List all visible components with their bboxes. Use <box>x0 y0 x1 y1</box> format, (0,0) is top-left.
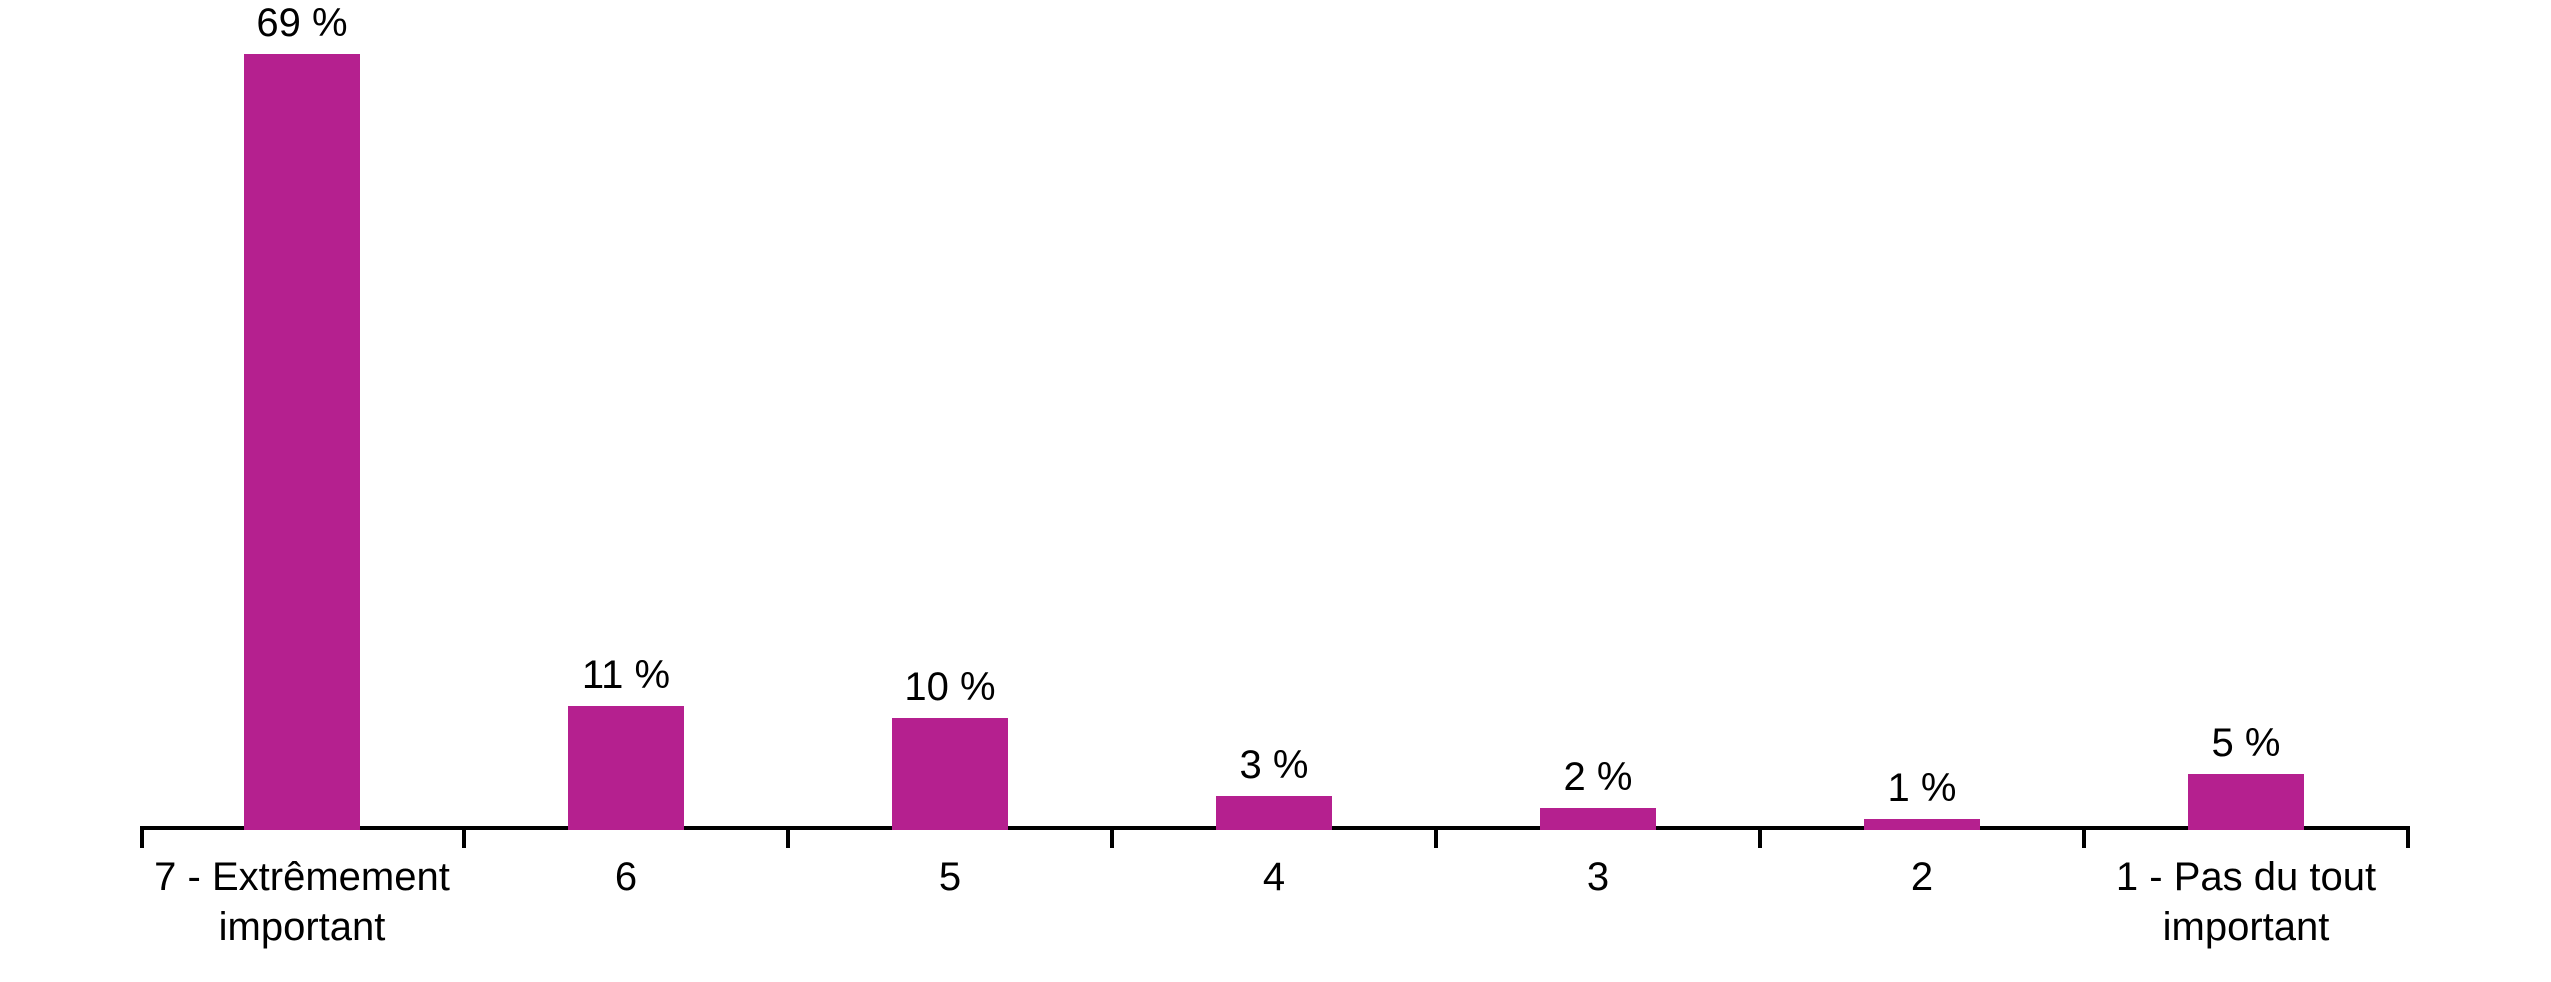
x-axis-label: 2 <box>1760 852 2084 902</box>
axis-tick-end <box>2406 830 2410 848</box>
x-axis-label: 5 <box>788 852 1112 902</box>
bar-value-label: 69 % <box>256 1 347 46</box>
x-axis-label-line1: 5 <box>788 852 1112 902</box>
bar-value-label: 10 % <box>904 665 995 710</box>
x-axis-label-line1: 4 <box>1112 852 1436 902</box>
axis-tick <box>1110 830 1114 848</box>
bar-group: 3 % <box>1112 743 1436 830</box>
bar-group: 11 % <box>464 653 788 830</box>
axis-tick <box>786 830 790 848</box>
x-axis-label-line1: 7 - Extrêmement <box>140 852 464 902</box>
x-axis-label: 7 - Extrêmementimportant <box>140 852 464 952</box>
bar <box>568 706 684 830</box>
plot-area: 69 %11 %10 %3 %2 %1 %5 % <box>140 20 2410 830</box>
bar-group: 1 % <box>1760 766 2084 830</box>
bar-value-label: 2 % <box>1564 755 1633 800</box>
axis-tick <box>2082 830 2086 848</box>
x-axis-label-line1: 2 <box>1760 852 2084 902</box>
x-axis-label: 1 - Pas du toutimportant <box>2084 852 2408 952</box>
bar <box>892 718 1008 831</box>
bar <box>1540 808 1656 831</box>
x-axis-label-line1: 1 - Pas du tout <box>2084 852 2408 902</box>
x-axis-label-line1: 6 <box>464 852 788 902</box>
axis-tick <box>462 830 466 848</box>
bar-group: 5 % <box>2084 721 2408 830</box>
x-axis-labels: 7 - Extrêmementimportant654321 - Pas du … <box>140 852 2410 982</box>
x-axis-label: 3 <box>1436 852 1760 902</box>
x-axis-label: 4 <box>1112 852 1436 902</box>
axis-tick <box>1434 830 1438 848</box>
bar <box>1864 819 1980 830</box>
bar-value-label: 5 % <box>2212 721 2281 766</box>
bar-group: 2 % <box>1436 755 1760 831</box>
bar-group: 10 % <box>788 665 1112 831</box>
bar <box>2188 774 2304 830</box>
bar-value-label: 3 % <box>1240 743 1309 788</box>
x-axis-label-line2: important <box>2084 902 2408 952</box>
axis-tick-start <box>140 830 144 848</box>
bar-value-label: 11 % <box>582 653 670 698</box>
bar <box>1216 796 1332 830</box>
axis-tick <box>1758 830 1762 848</box>
importance-bar-chart: 69 %11 %10 %3 %2 %1 %5 % 7 - Extrêmement… <box>140 20 2410 960</box>
bar-group: 69 % <box>140 1 464 830</box>
x-axis-label-line1: 3 <box>1436 852 1760 902</box>
bar-value-label: 1 % <box>1888 766 1957 811</box>
x-axis-label-line2: important <box>140 902 464 952</box>
x-axis-label: 6 <box>464 852 788 902</box>
bar <box>244 54 360 830</box>
